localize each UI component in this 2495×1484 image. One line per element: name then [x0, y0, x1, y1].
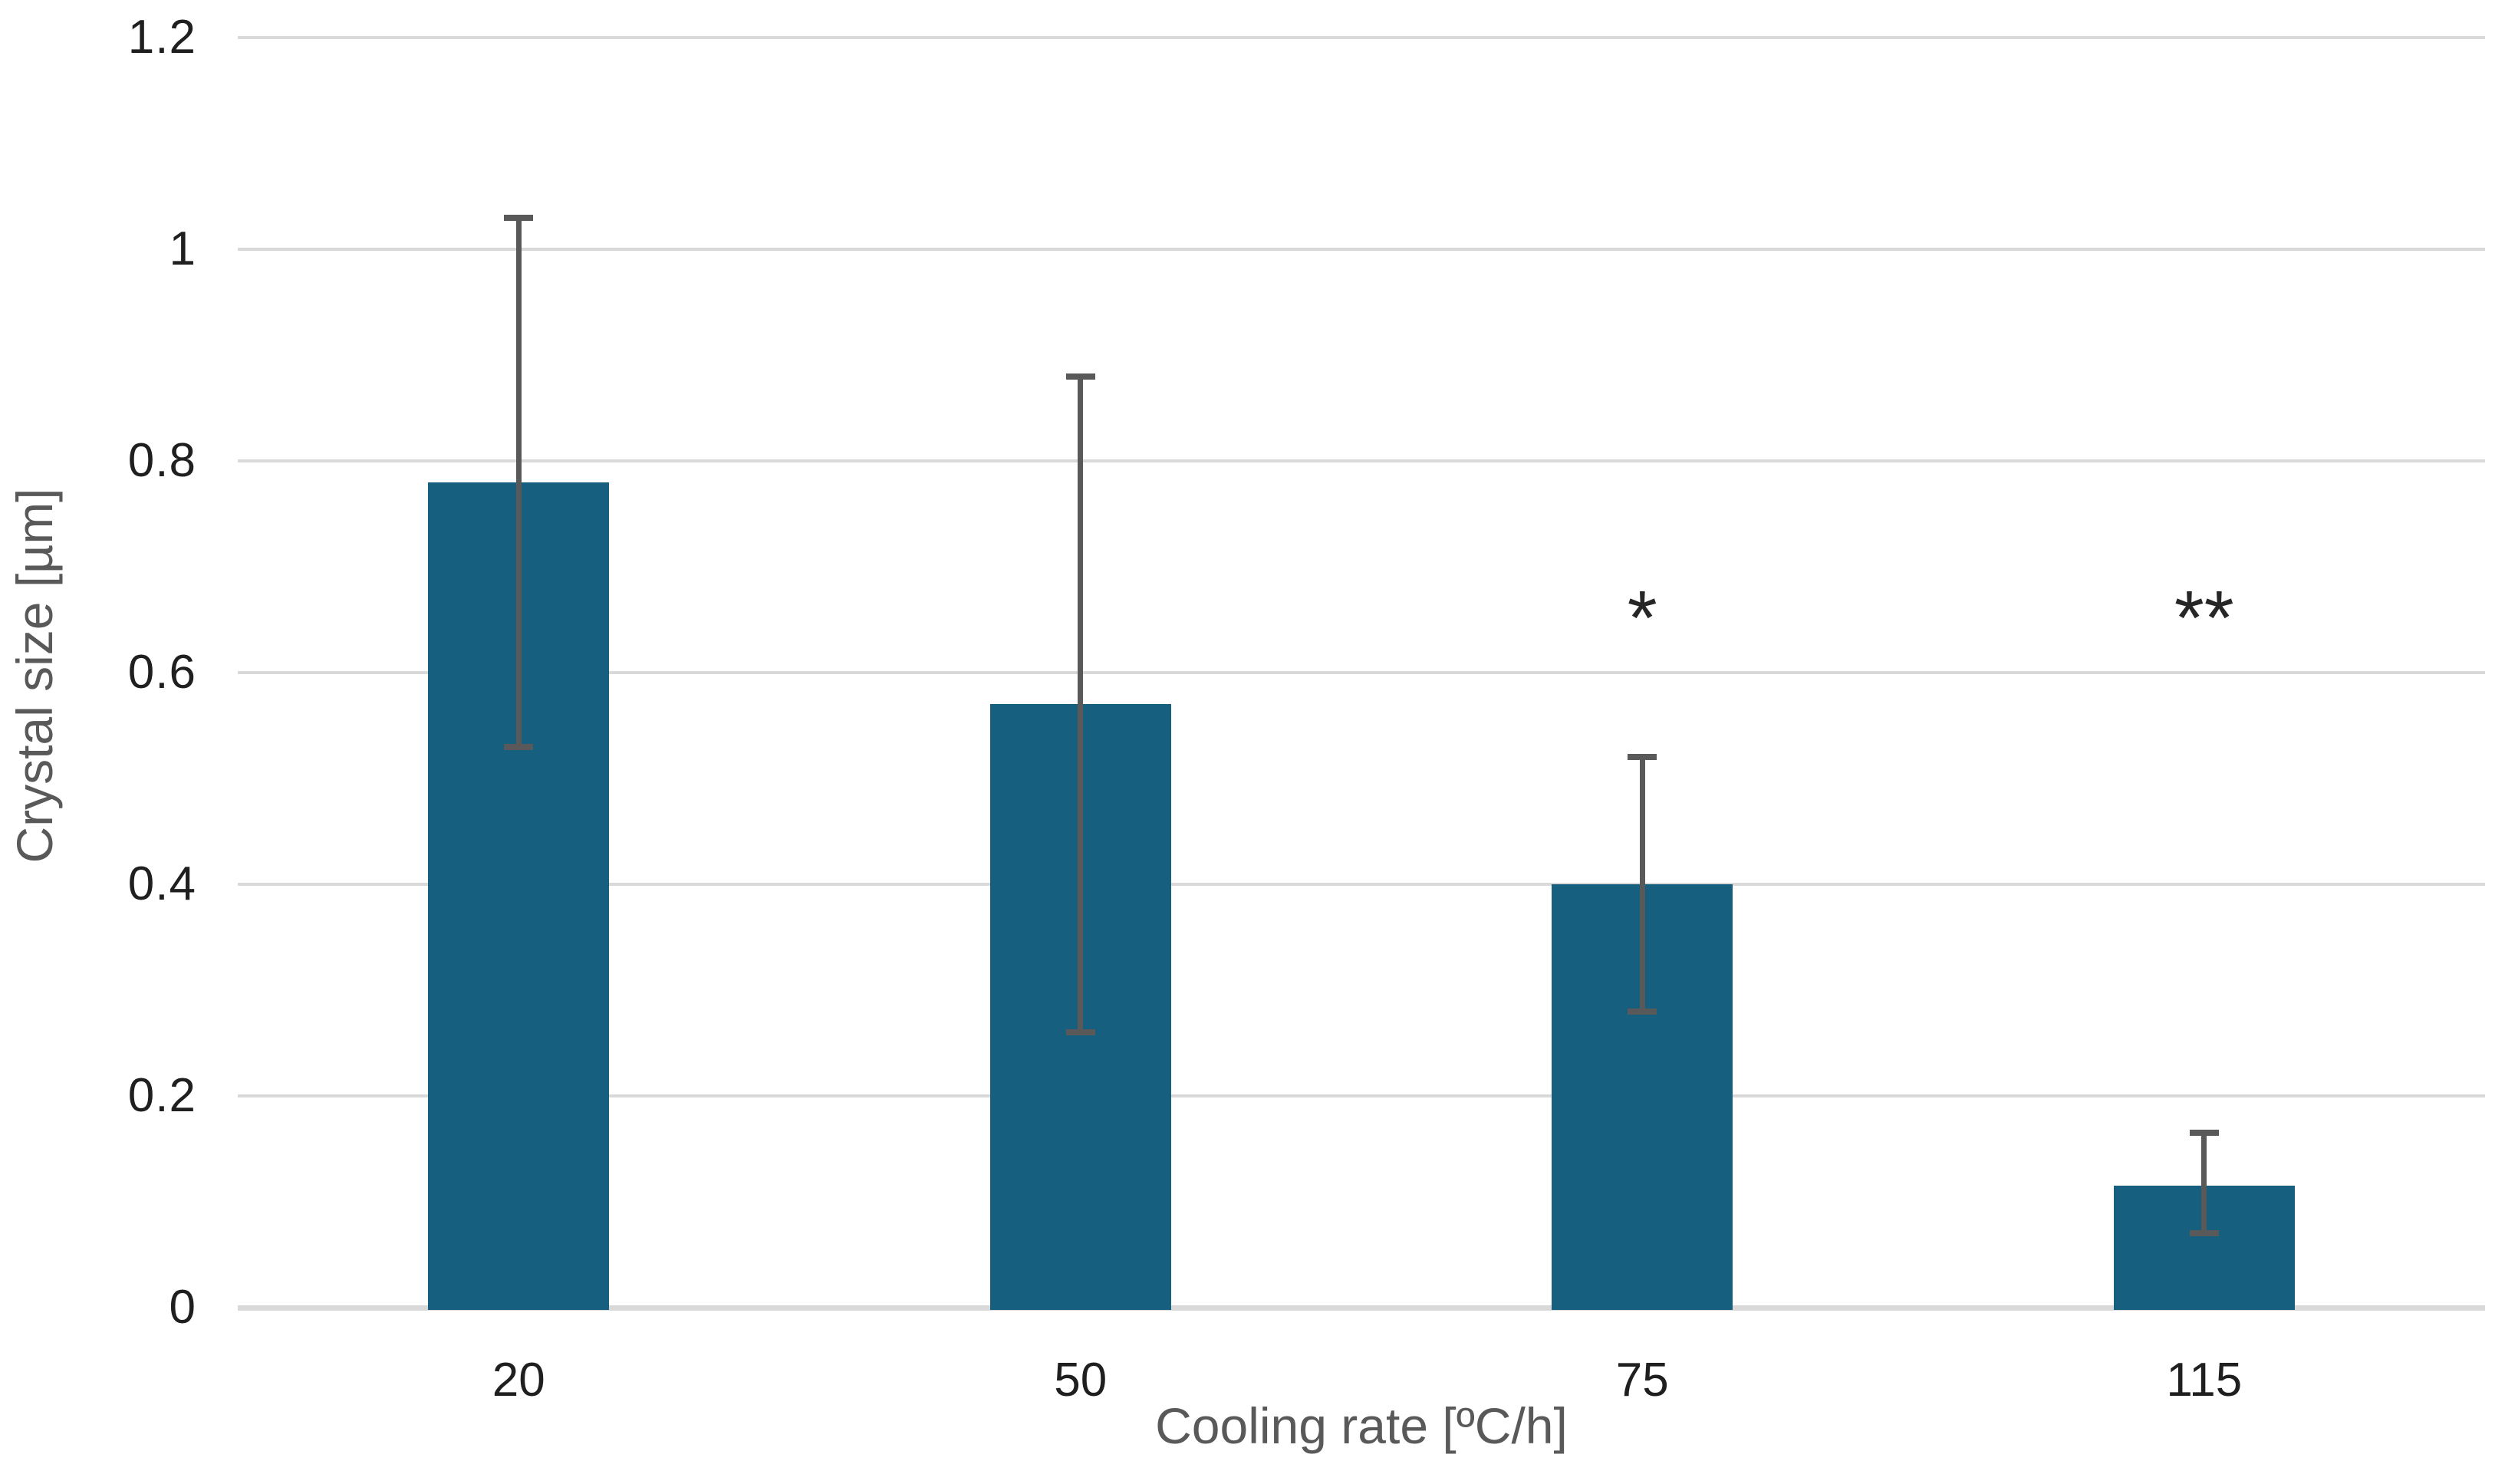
error-bar-cap-bottom [2189, 1230, 2219, 1237]
gridline [238, 248, 2485, 251]
y-tick-label: 1.2 [127, 11, 196, 64]
significance-annotation: ** [2174, 575, 2234, 662]
y-tick-label: 1 [169, 222, 196, 275]
x-tick-label: 115 [2166, 1354, 2243, 1407]
error-bar-cap-top [2189, 1130, 2219, 1137]
error-bar-line [1078, 376, 1084, 1033]
gridline [238, 459, 2485, 462]
gridline [238, 883, 2485, 886]
y-tick-label: 0 [169, 1281, 196, 1334]
error-bar-line [1639, 757, 1645, 1012]
error-bar-cap-top [1065, 373, 1095, 380]
x-tick-label: 50 [1054, 1354, 1108, 1407]
significance-annotation: * [1627, 575, 1657, 662]
axis-baseline [238, 1305, 2485, 1311]
error-bar-cap-top [1628, 754, 1657, 761]
gridline [238, 671, 2485, 674]
error-bar-cap-bottom [1065, 1029, 1095, 1036]
error-bar-cap-top [504, 214, 534, 221]
gridline [238, 36, 2485, 39]
y-tick-label: 0.8 [127, 434, 196, 487]
x-axis-title: Cooling rate [ºC/h] [1155, 1397, 1568, 1454]
error-bar-line [515, 217, 522, 747]
error-bar-cap-bottom [504, 743, 534, 750]
error-bar-line [2201, 1133, 2207, 1234]
error-bar-cap-bottom [1628, 1008, 1657, 1015]
gridline [238, 1094, 2485, 1097]
x-tick-label: 75 [1615, 1354, 1669, 1407]
y-tick-label: 0.6 [127, 646, 196, 699]
x-tick-label: 20 [492, 1354, 545, 1407]
y-tick-label: 0.4 [127, 857, 196, 910]
y-axis-title: Crystal size [µm] [6, 488, 63, 864]
y-tick-label: 0.2 [127, 1069, 196, 1122]
